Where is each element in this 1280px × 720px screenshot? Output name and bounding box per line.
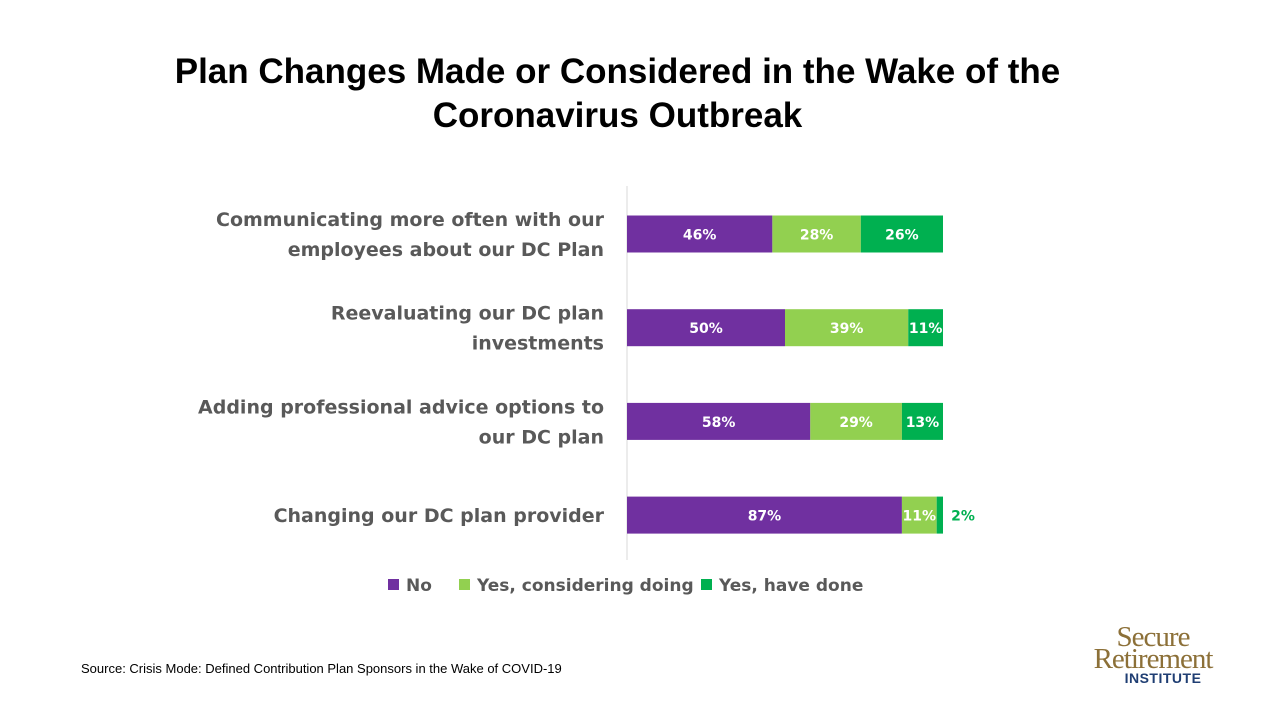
chart-title-line-2: Coronavirus Outbreak [432, 96, 803, 135]
legend-label: Yes, considering doing [476, 576, 694, 596]
legend-label: No [406, 576, 432, 596]
category-label: Reevaluating our DC plan investments [331, 303, 604, 355]
bar-segment [901, 496, 937, 534]
category-label-line: our DC plan [479, 426, 604, 448]
legend-label: Yes, have done [718, 576, 863, 596]
secure-retirement-institute-logo: Secure Retirement INSTITUTE [1078, 621, 1228, 688]
bar-segment [936, 496, 943, 534]
logo-line-2: Retirement [1093, 643, 1214, 675]
data-label: 13% [906, 415, 940, 431]
bar-segment [627, 402, 811, 440]
category-label: Communicating more often with our employe… [216, 209, 605, 261]
chart-title: Plan Changes Made or Considered in the W… [100, 50, 1135, 138]
bar-segment [627, 496, 902, 534]
logo-line-1: Secure [1116, 621, 1191, 653]
data-label: 26% [885, 228, 919, 244]
category-label-line: Changing our DC plan provider [274, 505, 605, 527]
data-label: 39% [830, 321, 864, 337]
legend-swatch [701, 579, 712, 590]
logo-line-3: INSTITUTE [1124, 670, 1202, 686]
category-label-line: investments [472, 333, 604, 355]
chart-title-line-1: Plan Changes Made or Considered in the W… [174, 52, 1061, 91]
data-label: 46% [683, 228, 717, 244]
data-label: 2% [951, 509, 975, 525]
category-label: Adding professional advice options to our… [198, 396, 604, 448]
bar-segment [860, 215, 943, 253]
bar-segment [627, 309, 785, 347]
data-label: 50% [689, 321, 723, 337]
category-label-line: Reevaluating our DC plan [331, 303, 604, 325]
data-label: 11% [909, 321, 943, 337]
data-label: 29% [839, 415, 873, 431]
category-label-line: employees about our DC Plan [288, 239, 604, 261]
bar-segment [785, 309, 909, 347]
source-note: Source: Crisis Mode: Defined Contributio… [81, 661, 562, 676]
bar-segment [901, 402, 943, 440]
legend-swatch [459, 579, 470, 590]
legend-swatch [388, 579, 399, 590]
bar-segment [627, 215, 773, 253]
bar-segment [810, 402, 902, 440]
category-label-line: Adding professional advice options to [198, 396, 604, 418]
data-label: 11% [903, 509, 937, 525]
category-label-line: Communicating more often with our [216, 209, 605, 231]
bar-segment [908, 309, 943, 347]
data-label: 58% [702, 415, 736, 431]
data-label: 87% [748, 509, 782, 525]
bar-segment [772, 215, 861, 253]
data-label: 28% [800, 228, 834, 244]
category-label: Changing our DC plan provider [274, 505, 605, 527]
